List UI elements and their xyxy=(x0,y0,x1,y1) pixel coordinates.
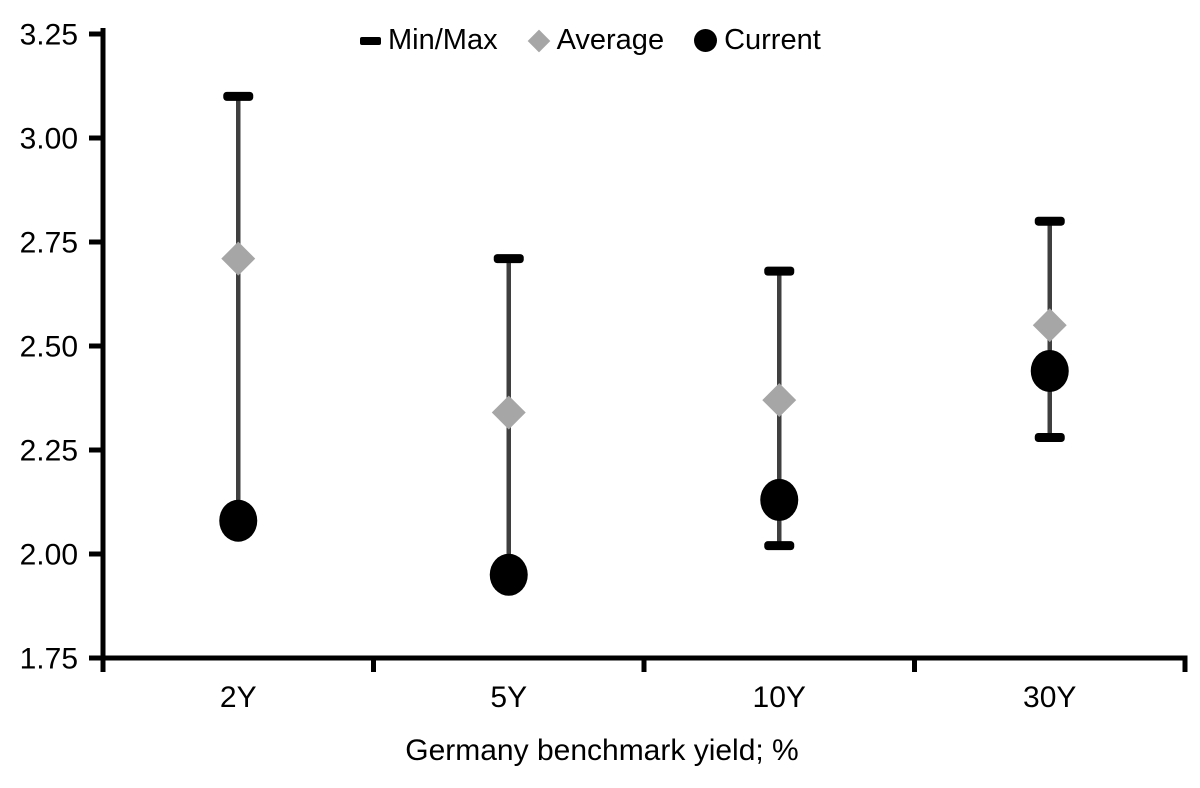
max-cap-5Y xyxy=(493,254,524,264)
y-tick-label: 1.75 xyxy=(20,643,78,676)
max-cap-2Y xyxy=(223,91,254,101)
x-tick-label: 10Y xyxy=(753,681,806,714)
legend-item-current: Current xyxy=(694,26,821,55)
legend-label: Current xyxy=(724,24,821,56)
legend-item-min-max: Min/Max xyxy=(360,26,498,55)
y-tick-label: 3.25 xyxy=(20,19,78,52)
current-marker-30Y xyxy=(1030,349,1069,392)
current-marker-10Y xyxy=(760,478,799,521)
y-tick-label: 2.75 xyxy=(20,227,78,260)
x-tick-label: 5Y xyxy=(490,681,527,714)
y-tick-label: 2.50 xyxy=(20,331,78,364)
x-tick-label: 30Y xyxy=(1023,681,1076,714)
legend: Min/Max Average Current xyxy=(360,26,821,55)
max-cap-10Y xyxy=(764,266,795,276)
legend-label: Average xyxy=(556,24,665,56)
average-marker-30Y xyxy=(1032,308,1067,343)
legend-label: Min/Max xyxy=(388,24,498,56)
x-tick-label: 2Y xyxy=(220,681,257,714)
current-marker-2Y xyxy=(219,499,258,542)
average-marker-2Y xyxy=(221,241,256,276)
current-marker-5Y xyxy=(489,553,528,596)
min-cap-10Y xyxy=(764,541,795,551)
axes-layer: 3.25 3.00 2.75 2.50 2.25 2.00 1.75 2Y 5Y 10Y 30Y xyxy=(20,19,1188,714)
average-marker-5Y xyxy=(491,395,526,430)
average-diamond-icon xyxy=(527,29,550,52)
y-tick-label: 2.25 xyxy=(20,435,78,468)
current-circle-icon xyxy=(694,29,718,52)
data-marks-layer xyxy=(219,91,1069,596)
average-marker-10Y xyxy=(762,383,797,418)
y-tick-label: 3.00 xyxy=(20,123,78,156)
x-axis-title: Germany benchmark yield; % xyxy=(405,734,799,767)
max-cap-30Y xyxy=(1034,216,1065,226)
y-tick-label: 2.00 xyxy=(20,539,78,572)
minmax-dash-icon xyxy=(360,36,381,45)
min-cap-30Y xyxy=(1034,433,1065,443)
legend-item-average: Average xyxy=(527,24,665,56)
